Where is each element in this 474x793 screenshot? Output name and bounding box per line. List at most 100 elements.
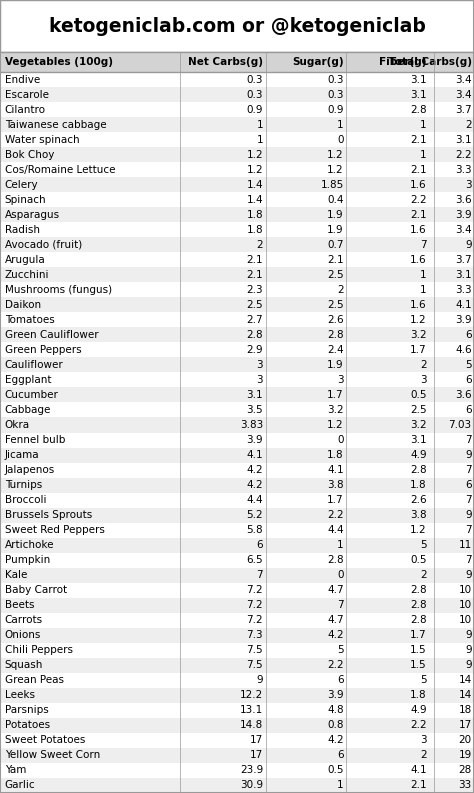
Text: 4.7: 4.7: [327, 585, 344, 596]
Text: Fennel bulb: Fennel bulb: [5, 435, 65, 445]
Text: Kale: Kale: [5, 570, 27, 580]
Bar: [0, 373, 474, 388]
Text: 2.1: 2.1: [410, 165, 427, 174]
Bar: [0, 403, 474, 417]
Bar: [0, 492, 474, 508]
Text: 1.9: 1.9: [327, 224, 344, 235]
Text: Avocado (fruit): Avocado (fruit): [5, 239, 82, 250]
Text: 3.1: 3.1: [246, 390, 263, 400]
Text: 0.9: 0.9: [246, 105, 263, 114]
Text: 7.2: 7.2: [246, 585, 263, 596]
Text: 3: 3: [337, 375, 344, 385]
Bar: [0, 688, 474, 703]
Text: Daikon: Daikon: [5, 300, 41, 310]
Text: 2.8: 2.8: [410, 600, 427, 611]
Text: 2.3: 2.3: [246, 285, 263, 295]
Text: 0.3: 0.3: [327, 90, 344, 100]
Text: 9: 9: [465, 661, 472, 670]
Text: 6: 6: [337, 750, 344, 760]
Text: Green Cauliflower: Green Cauliflower: [5, 330, 99, 340]
Bar: [0, 447, 474, 462]
Bar: [0, 267, 474, 282]
Bar: [0, 388, 474, 403]
Text: 3.4: 3.4: [455, 75, 472, 85]
Text: 5: 5: [465, 360, 472, 370]
Bar: [0, 282, 474, 297]
Text: Garlic: Garlic: [5, 780, 36, 791]
Text: 5.8: 5.8: [246, 525, 263, 535]
Text: 4.1: 4.1: [455, 300, 472, 310]
Text: Cucumber: Cucumber: [5, 390, 59, 400]
Bar: [0, 658, 474, 672]
Text: Water spinach: Water spinach: [5, 135, 79, 144]
Text: 2.5: 2.5: [327, 300, 344, 310]
Text: 1.7: 1.7: [327, 390, 344, 400]
Text: 2.8: 2.8: [410, 465, 427, 475]
Text: 3.1: 3.1: [455, 270, 472, 280]
Text: 3.83: 3.83: [240, 420, 263, 430]
Text: Taiwanese cabbage: Taiwanese cabbage: [5, 120, 106, 129]
Text: 4.2: 4.2: [327, 735, 344, 745]
Text: 4.1: 4.1: [246, 450, 263, 460]
Text: 1.7: 1.7: [410, 630, 427, 640]
Text: 3.1: 3.1: [410, 90, 427, 100]
Bar: [0, 237, 474, 252]
Text: Yellow Sweet Corn: Yellow Sweet Corn: [5, 750, 100, 760]
Text: 2.5: 2.5: [410, 405, 427, 415]
Text: 4.1: 4.1: [410, 765, 427, 776]
Text: 4.8: 4.8: [327, 706, 344, 715]
Text: 1.6: 1.6: [410, 224, 427, 235]
Text: 3.3: 3.3: [455, 165, 472, 174]
Text: 4.1: 4.1: [327, 465, 344, 475]
Bar: [0, 763, 474, 778]
Text: 1.2: 1.2: [410, 315, 427, 325]
Text: 9: 9: [465, 630, 472, 640]
Bar: [0, 553, 474, 568]
Text: 2.8: 2.8: [246, 330, 263, 340]
Text: Zucchini: Zucchini: [5, 270, 49, 280]
Text: 1.2: 1.2: [327, 420, 344, 430]
Text: Brussels Sprouts: Brussels Sprouts: [5, 510, 92, 520]
Text: 6: 6: [465, 375, 472, 385]
Bar: [0, 508, 474, 523]
Text: 2.2: 2.2: [410, 194, 427, 205]
Text: 33: 33: [458, 780, 472, 791]
Text: Sweet Red Peppers: Sweet Red Peppers: [5, 525, 105, 535]
Text: 6.5: 6.5: [246, 555, 263, 565]
Text: Celery: Celery: [5, 180, 38, 190]
Bar: [0, 147, 474, 162]
Text: 1.6: 1.6: [410, 300, 427, 310]
Text: 3: 3: [420, 375, 427, 385]
Text: 2.5: 2.5: [246, 300, 263, 310]
Text: 1.8: 1.8: [246, 209, 263, 220]
Text: 10: 10: [458, 600, 472, 611]
Text: 7.3: 7.3: [246, 630, 263, 640]
Text: 10: 10: [458, 615, 472, 625]
Bar: [0, 598, 474, 613]
Text: 7: 7: [465, 465, 472, 475]
Bar: [0, 432, 474, 447]
Text: 0.7: 0.7: [327, 239, 344, 250]
Bar: [0, 628, 474, 643]
Text: Artichoke: Artichoke: [5, 540, 54, 550]
Text: Eggplant: Eggplant: [5, 375, 51, 385]
Text: 0.5: 0.5: [410, 390, 427, 400]
Text: 7: 7: [465, 435, 472, 445]
Bar: [0, 102, 474, 117]
Text: 2: 2: [256, 239, 263, 250]
Bar: [0, 643, 474, 658]
Text: Potatoes: Potatoes: [5, 720, 50, 730]
Text: 2.8: 2.8: [410, 615, 427, 625]
Text: 7: 7: [337, 600, 344, 611]
Text: 7: 7: [465, 495, 472, 505]
Text: ketogeniclab.com or @ketogeniclab: ketogeniclab.com or @ketogeniclab: [48, 17, 426, 36]
Bar: [0, 718, 474, 733]
Text: 2.1: 2.1: [410, 780, 427, 791]
Text: Broccoli: Broccoli: [5, 495, 46, 505]
Text: 1.2: 1.2: [246, 165, 263, 174]
Text: 1: 1: [420, 120, 427, 129]
Text: 7: 7: [465, 525, 472, 535]
Text: 7: 7: [465, 555, 472, 565]
Text: 2.1: 2.1: [246, 270, 263, 280]
Text: Spinach: Spinach: [5, 194, 46, 205]
